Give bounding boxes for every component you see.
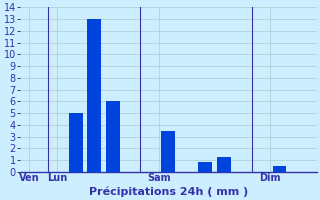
Bar (87, 19, 101, 172)
Bar (69, 113, 83, 172)
X-axis label: Précipitations 24h ( mm ): Précipitations 24h ( mm ) (89, 186, 248, 197)
Bar (161, 131, 175, 172)
Bar (198, 162, 212, 172)
Bar (273, 166, 286, 172)
Bar (217, 157, 231, 172)
Bar (106, 101, 120, 172)
